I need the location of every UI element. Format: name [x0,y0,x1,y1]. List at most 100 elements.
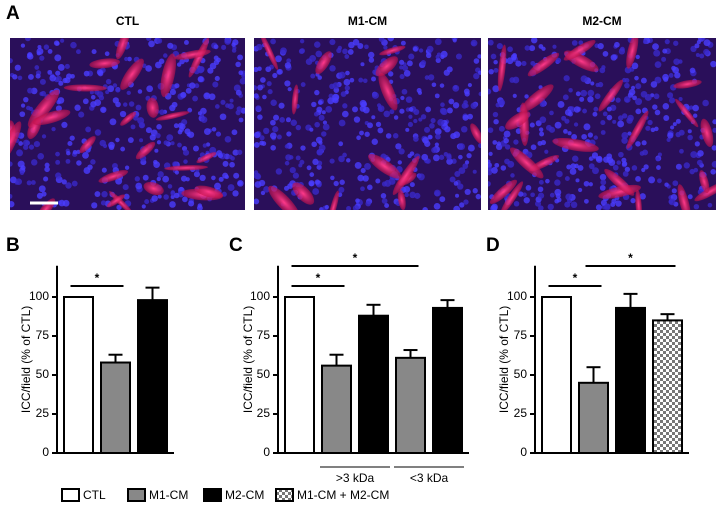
nucleus [55,151,60,157]
nucleus [346,158,351,163]
nucleus [544,149,549,154]
nucleus [354,161,362,169]
nucleus [237,54,244,61]
nucleus [695,53,700,58]
nucleus [180,175,188,182]
nucleus [329,38,336,46]
significance-label: * [95,271,100,285]
nucleus [653,93,660,100]
nucleus [272,72,278,79]
cell [379,45,406,56]
nucleus [615,200,622,207]
nucleus [19,111,26,118]
nucleus [617,120,625,128]
nucleus [199,174,206,181]
nucleus [60,38,65,43]
micrograph-content [10,38,245,210]
nucleus [621,132,629,139]
nucleus [39,91,44,96]
nucleus [430,117,436,124]
nucleus [116,204,122,210]
nucleus [689,168,695,175]
cell [120,111,137,126]
nucleus [711,145,716,151]
nucleus [467,113,473,120]
nucleus [255,105,262,112]
nucleus [418,48,424,53]
legend-label: M1-CM [149,488,188,502]
nucleus [28,73,34,80]
nucleus [584,198,589,204]
nucleus [290,119,297,126]
nucleus [228,154,233,160]
nucleus [357,174,365,182]
nucleus [573,122,579,127]
nucleus [342,48,348,55]
nucleus [192,95,199,102]
nucleus [254,181,262,188]
nucleus [134,176,140,182]
nucleus [343,78,351,86]
nucleus [510,54,517,61]
nucleus [641,167,646,173]
nucleus [43,176,49,182]
nucleus [211,175,216,181]
nucleus [67,140,73,147]
panel-label: B [6,235,20,256]
nucleus [72,149,78,155]
nucleus [28,106,34,111]
nucleus [231,48,237,53]
cell [489,179,518,204]
nucleus [367,184,373,191]
nucleus [588,182,593,187]
nucleus [233,172,240,179]
nucleus [266,81,272,87]
significance-label: * [573,271,578,285]
nucleus [378,38,385,42]
panel-label: C [229,235,243,256]
nucleus [538,179,544,185]
nucleus [357,43,364,49]
nucleus [338,141,344,147]
nucleus [306,165,312,171]
legend-label: CTL [83,488,106,502]
nucleus [574,163,579,169]
nucleus [108,141,115,149]
nucleus [488,39,494,46]
nucleus [457,183,464,190]
nucleus [224,38,232,45]
nucleus [145,127,152,134]
nucleus [313,111,319,117]
nucleus [399,108,405,114]
nucleus [148,40,155,48]
nucleus [65,158,71,164]
nucleus [337,45,343,51]
nucleus [388,177,396,185]
nucleus [496,141,502,146]
nucleus [145,65,152,72]
nucleus [211,127,217,132]
nucleus [573,106,581,113]
nucleus [707,202,713,208]
nucleus [694,141,700,147]
nucleus [392,133,399,139]
nucleus [105,78,112,85]
nucleus [280,47,287,55]
nucleus [371,76,377,82]
nucleus [321,110,326,115]
nucleus [300,145,306,151]
cell [675,98,699,128]
nucleus [284,160,290,166]
nucleus [333,180,339,187]
nucleus [639,151,645,156]
nucleus [76,160,82,166]
nucleus [255,43,263,51]
nucleus [229,98,234,103]
nucleus [547,203,554,210]
nucleus [678,129,685,136]
nucleus [69,135,75,141]
nucleus [167,42,174,49]
nucleus [654,76,662,84]
nucleus [446,158,453,165]
nucleus [41,134,47,139]
